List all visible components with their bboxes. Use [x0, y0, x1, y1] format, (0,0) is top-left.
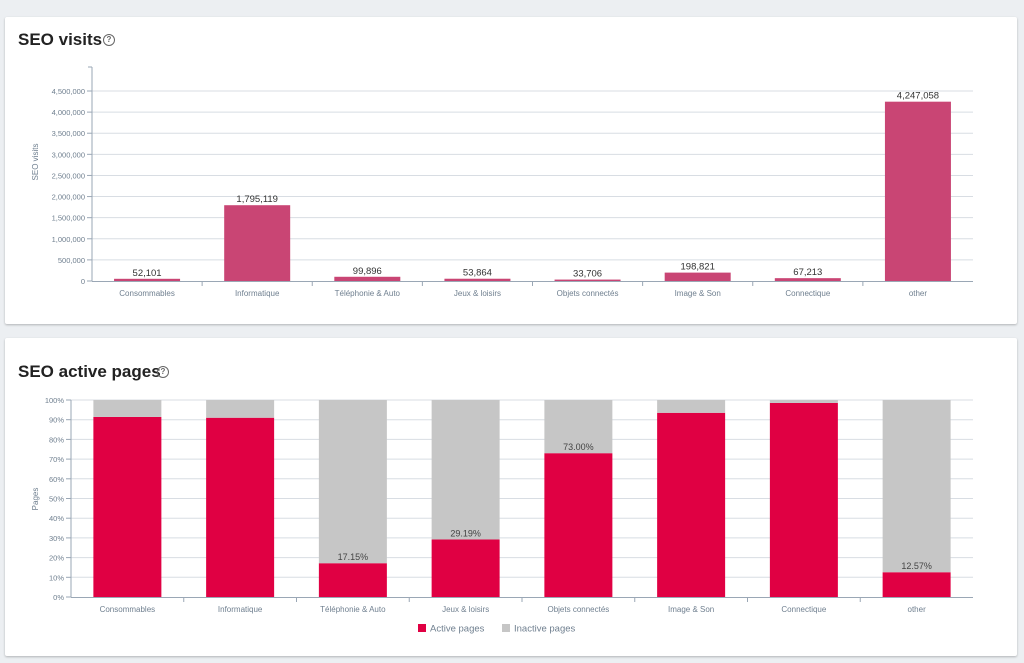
bar-active[interactable]	[769, 402, 838, 597]
bar-active[interactable]	[206, 417, 275, 597]
x-tick-label: Jeux & loisirs	[454, 289, 501, 298]
y-tick-label: 20%	[49, 554, 64, 563]
seo-active-pages-chart: 17.15% 29.19% 73.00% 12.57% 0% 10% 20% 30% 40% 5…	[31, 396, 973, 635]
data-label: 52,101	[133, 268, 162, 279]
bar[interactable]	[554, 279, 621, 281]
bar-active[interactable]	[882, 572, 951, 597]
data-label: 198,821	[681, 262, 715, 273]
seo-active-pages-card: SEO active pages ? 17.15% 29.19% 73.00% 12.…	[5, 338, 1017, 656]
bar-active[interactable]	[544, 453, 613, 597]
y-tick-label: 40%	[49, 514, 64, 523]
y-tick-label: 2,000,000	[52, 193, 85, 202]
data-label: 33,706	[573, 269, 602, 280]
x-tick-label: Connectique	[785, 289, 830, 298]
y-tick-label: 30%	[49, 534, 64, 543]
x-tick-label: Téléphonie & Auto	[320, 605, 386, 614]
x-tick-label: Objets connectés	[557, 289, 619, 298]
x-tick-label: Consommables	[100, 605, 156, 614]
y-tick-label: 50%	[49, 495, 64, 504]
bar[interactable]	[114, 278, 181, 281]
data-label: 67,213	[793, 267, 822, 278]
bar-inactive[interactable]	[882, 400, 951, 573]
y-tick-label: 2,500,000	[52, 171, 85, 180]
y-tick-label: 100%	[45, 396, 65, 405]
x-tick-label: Informatique	[235, 289, 280, 298]
x-tick-label: Connectique	[781, 605, 826, 614]
x-tick-label: other	[909, 289, 928, 298]
y-axis-label: Pages	[31, 488, 40, 511]
y-tick-label: 3,000,000	[52, 150, 85, 159]
seo-visits-chart: 52,101 1,795,119 99,896 53,864 33,706 198,821…	[31, 66, 973, 298]
legend-swatch-active	[418, 624, 426, 632]
bar-inactive[interactable]	[318, 400, 387, 564]
data-label: 4,247,058	[897, 91, 939, 102]
legend-label-active[interactable]: Active pages	[430, 624, 485, 635]
data-label: 73.00%	[563, 442, 594, 452]
y-axis-label: SEO visits	[31, 144, 40, 181]
y-tick-label: 0%	[53, 593, 64, 602]
x-tick-label: Informatique	[218, 605, 263, 614]
y-tick-label: 80%	[49, 435, 64, 444]
bar-active[interactable]	[318, 563, 387, 597]
x-tick-label: Consommables	[119, 289, 175, 298]
bar[interactable]	[774, 278, 841, 281]
bar-inactive[interactable]	[657, 400, 726, 413]
seo-visits-title: SEO visits	[18, 30, 103, 49]
data-label: 17.15%	[338, 552, 369, 562]
legend-label-inactive[interactable]: Inactive pages	[514, 624, 576, 635]
bar-active[interactable]	[657, 412, 726, 597]
x-tick-label: Image & Son	[668, 605, 714, 614]
bar-inactive[interactable]	[769, 400, 838, 403]
y-tick-label: 10%	[49, 573, 64, 582]
seo-active-pages-title: SEO active pages	[18, 362, 161, 381]
bar[interactable]	[444, 278, 511, 281]
y-tick-label: 1,000,000	[52, 235, 85, 244]
bar-active[interactable]	[431, 539, 500, 597]
bar-inactive[interactable]	[206, 400, 275, 418]
legend-swatch-inactive	[502, 624, 510, 632]
bar[interactable]	[664, 272, 731, 281]
bar[interactable]	[334, 276, 401, 281]
y-tick-label: 4,500,000	[52, 87, 85, 96]
help-icon[interactable]: ?	[157, 366, 169, 378]
x-tick-label: other	[908, 605, 927, 614]
data-label: 53,864	[463, 268, 492, 279]
y-tick-label: 0	[81, 277, 85, 286]
x-tick-label: Jeux & loisirs	[442, 605, 489, 614]
x-tick-label: Image & Son	[675, 289, 721, 298]
y-tick-label: 1,500,000	[52, 214, 85, 223]
y-tick-label: 3,500,000	[52, 129, 85, 138]
bar-active[interactable]	[93, 416, 162, 597]
data-label: 99,896	[353, 266, 382, 277]
help-icon[interactable]: ?	[103, 34, 115, 46]
data-label: 12.57%	[901, 561, 932, 571]
bar-inactive[interactable]	[544, 400, 613, 454]
y-tick-label: 4,000,000	[52, 108, 85, 117]
x-tick-label: Objets connectés	[547, 605, 609, 614]
y-tick-label: 70%	[49, 455, 64, 464]
chart-legend: Active pages Inactive pages	[418, 624, 576, 635]
data-label: 29.19%	[450, 528, 481, 538]
bar[interactable]	[224, 205, 291, 281]
y-tick-label: 60%	[49, 475, 64, 484]
y-tick-label: 500,000	[58, 256, 85, 265]
data-label: 1,795,119	[236, 194, 278, 205]
x-tick-label: Téléphonie & Auto	[335, 289, 401, 298]
bar-inactive[interactable]	[431, 400, 500, 540]
bar[interactable]	[884, 101, 951, 281]
y-tick-label: 90%	[49, 416, 64, 425]
seo-visits-card: SEO visits ? 52,101 1,795,119 99,896 53,864…	[5, 17, 1017, 324]
bar-inactive[interactable]	[93, 400, 162, 417]
